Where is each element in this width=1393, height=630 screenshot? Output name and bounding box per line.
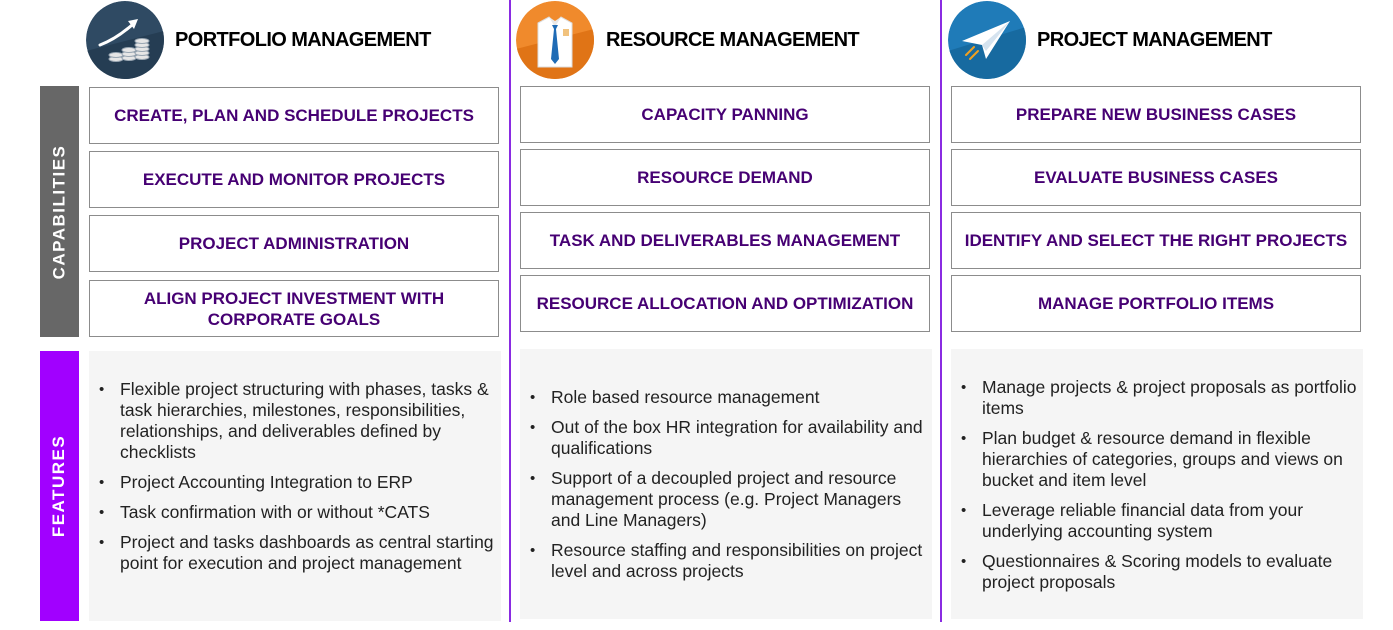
capability-text: IDENTIFY AND SELECT THE RIGHT PROJECTS xyxy=(964,231,1348,250)
growth-coins-icon xyxy=(86,1,164,79)
column-title: PORTFOLIO MANAGEMENT xyxy=(175,29,431,51)
features-list: Flexible project structuring with phases… xyxy=(99,379,495,583)
feature-item: Flexible project structuring with phases… xyxy=(99,379,495,463)
resource-management-column: RESOURCE MANAGEMENT CAPACITY PANNING RES… xyxy=(516,0,932,630)
capability-text: EVALUATE BUSINESS CASES xyxy=(1033,168,1279,187)
capability-box: EXECUTE AND MONITOR PROJECTS xyxy=(89,151,499,208)
capability-box: CREATE, PLAN AND SCHEDULE PROJECTS xyxy=(89,87,499,144)
capability-box: CAPACITY PANNING xyxy=(520,86,930,143)
column-header: PORTFOLIO MANAGEMENT xyxy=(86,0,501,80)
capability-text: ALIGN PROJECT INVESTMENT WITH CORPORATE … xyxy=(143,288,445,329)
feature-item: Role based resource management xyxy=(530,387,926,408)
feature-item: Out of the box HR integration for availa… xyxy=(530,417,926,459)
project-management-column: PROJECT MANAGEMENT PREPARE NEW BUSINESS … xyxy=(948,0,1363,630)
capability-box: PREPARE NEW BUSINESS CASES xyxy=(951,86,1361,143)
feature-item: Leverage reliable financial data from yo… xyxy=(961,500,1357,542)
features-label-text: FEATURES xyxy=(49,434,69,538)
capability-box: RESOURCE ALLOCATION AND OPTIMIZATION xyxy=(520,275,930,332)
shirt-tie-icon xyxy=(516,1,594,79)
column-title: RESOURCE MANAGEMENT xyxy=(606,29,860,51)
feature-item: Support of a decoupled project and resou… xyxy=(530,468,926,531)
capability-text: CREATE, PLAN AND SCHEDULE PROJECTS xyxy=(114,106,474,125)
features-row-label: FEATURES xyxy=(40,351,79,621)
capability-text: EXECUTE AND MONITOR PROJECTS xyxy=(142,170,446,189)
features-box: Flexible project structuring with phases… xyxy=(89,351,501,621)
capability-box: ALIGN PROJECT INVESTMENT WITH CORPORATE … xyxy=(89,280,499,337)
feature-item: Resource staffing and responsibilities o… xyxy=(530,540,926,582)
feature-item: Plan budget & resource demand in flexibl… xyxy=(961,428,1357,491)
capabilities-label-text: CAPABILITIES xyxy=(49,144,69,279)
column-title: PROJECT MANAGEMENT xyxy=(1037,29,1272,51)
features-box: Role based resource management Out of th… xyxy=(520,349,932,619)
feature-item: Project Accounting Integration to ERP xyxy=(99,472,495,493)
feature-item: Project and tasks dashboards as central … xyxy=(99,532,495,574)
column-divider xyxy=(940,0,942,622)
feature-item: Task confirmation with or without *CATS xyxy=(99,502,495,523)
feature-item: Manage projects & project proposals as p… xyxy=(961,377,1357,419)
features-list: Manage projects & project proposals as p… xyxy=(961,377,1357,602)
capability-box: EVALUATE BUSINESS CASES xyxy=(951,149,1361,206)
column-divider xyxy=(509,0,511,622)
capability-box: TASK AND DELIVERABLES MANAGEMENT xyxy=(520,212,930,269)
feature-item: Questionnaires & Scoring models to evalu… xyxy=(961,551,1357,593)
portfolio-management-column: PORTFOLIO MANAGEMENT CREATE, PLAN AND SC… xyxy=(86,0,501,630)
capability-text: PREPARE NEW BUSINESS CASES xyxy=(1015,105,1297,124)
column-header: PROJECT MANAGEMENT xyxy=(948,0,1363,80)
capability-text: RESOURCE ALLOCATION AND OPTIMIZATION xyxy=(536,294,914,313)
capability-box: RESOURCE DEMAND xyxy=(520,149,930,206)
capability-text: PROJECT ADMINISTRATION xyxy=(178,234,410,253)
capability-box: MANAGE PORTFOLIO ITEMS xyxy=(951,275,1361,332)
capability-text: MANAGE PORTFOLIO ITEMS xyxy=(1037,294,1275,313)
column-header: RESOURCE MANAGEMENT xyxy=(516,0,932,80)
features-box: Manage projects & project proposals as p… xyxy=(951,349,1363,619)
capabilities-row-label: CAPABILITIES xyxy=(40,86,79,337)
paper-plane-icon xyxy=(948,1,1026,79)
capability-text: TASK AND DELIVERABLES MANAGEMENT xyxy=(549,231,901,250)
features-list: Role based resource management Out of th… xyxy=(530,387,926,591)
capability-text: RESOURCE DEMAND xyxy=(637,168,813,187)
capability-box: PROJECT ADMINISTRATION xyxy=(89,215,499,272)
capability-box: IDENTIFY AND SELECT THE RIGHT PROJECTS xyxy=(951,212,1361,269)
capability-text: CAPACITY PANNING xyxy=(641,105,809,124)
